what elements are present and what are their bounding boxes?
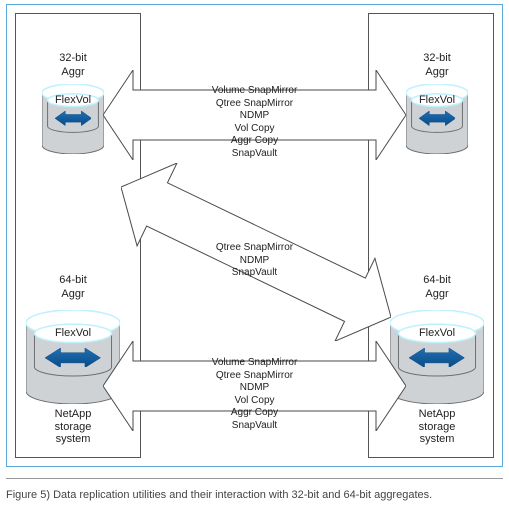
aggregate-subtitle: Aggr [406,66,468,78]
aggregate-title: 32-bit [406,52,468,64]
aggregate-subtitle: Aggr [42,66,104,78]
figure-caption: Figure 5) Data replication utilities and… [6,489,432,501]
flexvol-label: FlexVol [390,327,484,339]
arrow-bottom-labels: Volume SnapMirrorQtree SnapMirrorNDMPVol… [7,357,502,432]
aggregate-subtitle: Aggr [26,288,120,300]
arrow-top-labels: Volume SnapMirrorQtree SnapMirrorNDMPVol… [7,85,502,160]
figure-frame: FlexVol 32-bitAggr FlexVol 32-bitAggr Fl… [6,4,503,467]
arrow-diagonal-labels: Qtree SnapMirrorNDMPSnapVault [7,242,502,280]
aggregate-title: 32-bit [42,52,104,64]
flexvol-label: FlexVol [26,327,120,339]
caption-rule [6,478,503,479]
aggregate-subtitle: Aggr [390,288,484,300]
